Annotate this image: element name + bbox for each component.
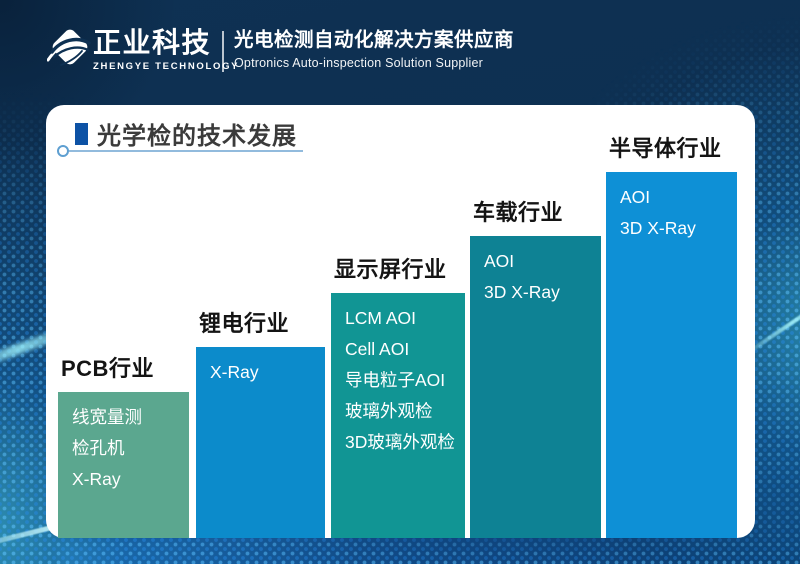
logo: 正业科技 ZHENGYE TECHNOLOGY	[93, 27, 240, 73]
technology-item: 3D X-Ray	[484, 282, 560, 302]
header-divider	[222, 31, 224, 72]
industry-bar: 线宽量测 检孔机 X-Ray	[58, 392, 189, 538]
industry-label: 显示屏行业	[334, 257, 447, 282]
technology-item: X-Ray	[72, 469, 121, 489]
industry-label: 锂电行业	[199, 311, 290, 336]
technology-item: 3D玻璃外观检	[345, 432, 455, 452]
underline-line	[69, 150, 303, 152]
zhengye-diamond-swoosh-icon	[47, 29, 91, 66]
logo-name-cn: 正业科技	[93, 27, 212, 58]
industry-bar: AOI 3D X-Ray	[606, 172, 737, 538]
technology-item: 玻璃外观检	[345, 401, 433, 421]
industry-step-lithium: 锂电行业 X-Ray	[196, 306, 325, 538]
header-taglines: 光电检测自动化解决方案供应商 Optronics Auto-inspection…	[234, 29, 514, 70]
underline-ring-icon	[57, 145, 69, 157]
industry-bar: AOI 3D X-Ray	[470, 236, 601, 538]
industry-label: PCB行业	[61, 356, 154, 381]
title-underline	[57, 145, 303, 157]
industry-step-semiconductor: 半导体行业 AOI 3D X-Ray	[606, 131, 737, 538]
title-bullet	[75, 122, 88, 145]
tagline-cn: 光电检测自动化解决方案供应商	[234, 29, 515, 51]
slide-title-block: 光学检的技术发展	[75, 116, 297, 151]
technology-item: LCM AOI	[345, 308, 416, 328]
header: 正业科技 ZHENGYE TECHNOLOGY 光电检测自动化解决方案供应商 O…	[0, 0, 800, 92]
technology-item: 导电粒子AOI	[345, 370, 446, 390]
technology-item: Cell AOI	[345, 339, 410, 359]
technology-item: AOI	[620, 187, 651, 207]
logo-name-en: ZHENGYE TECHNOLOGY	[93, 61, 240, 72]
technology-item: 线宽量测	[72, 407, 142, 427]
tagline-en: Optronics Auto-inspection Solution Suppl…	[234, 56, 484, 70]
industry-step-automotive: 车载行业 AOI 3D X-Ray	[470, 195, 601, 538]
industry-bar: X-Ray	[196, 347, 325, 538]
industry-step-display: 显示屏行业 LCM AOI Cell AOI 导电粒子AOI 玻璃外观检 3D玻…	[331, 252, 465, 538]
content-card: 光学检的技术发展 PCB行业 线宽量测 检孔机 X-Ray 锂电行业 X-Ray…	[46, 105, 755, 538]
technology-item: X-Ray	[210, 362, 259, 382]
technology-item: 3D X-Ray	[620, 218, 696, 238]
technology-item: AOI	[484, 251, 515, 271]
industry-label: 车载行业	[473, 200, 564, 225]
slide-title: 光学检的技术发展	[97, 123, 297, 150]
industry-step-pcb: PCB行业 线宽量测 检孔机 X-Ray	[58, 351, 189, 538]
industry-bar: LCM AOI Cell AOI 导电粒子AOI 玻璃外观检 3D玻璃外观检	[331, 293, 465, 538]
industry-label: 半导体行业	[609, 136, 722, 161]
technology-item: 检孔机	[72, 438, 125, 458]
